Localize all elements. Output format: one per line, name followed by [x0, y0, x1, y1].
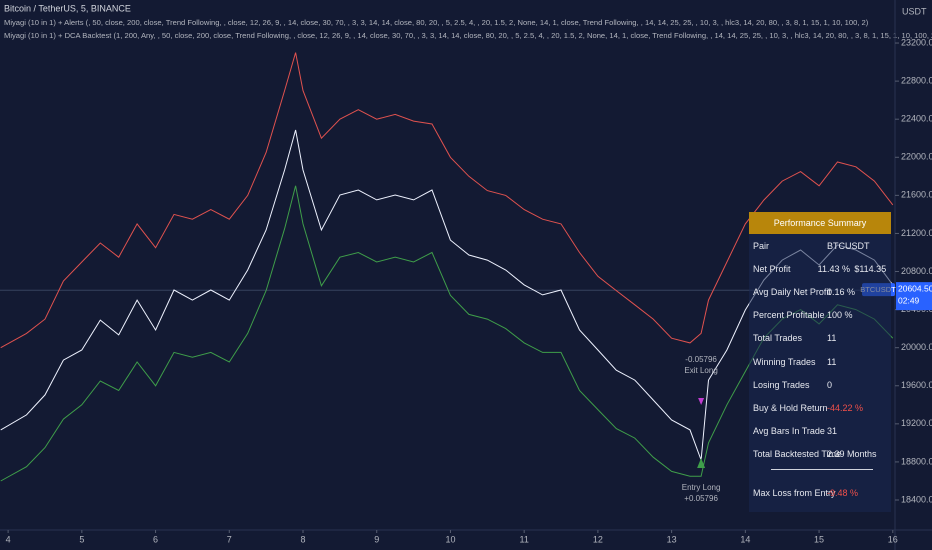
row-value: 0	[827, 379, 833, 390]
y-tick-label: 18400.00	[901, 494, 932, 504]
symbol-title: Bitcoin / TetherUS, 5, BINANCE	[4, 3, 131, 13]
x-tick-label: 16	[888, 534, 898, 544]
table-row: Winning Trades 11	[749, 350, 891, 373]
x-tick-label: 11	[520, 534, 529, 544]
price-tag-label: 20604.50	[898, 283, 932, 293]
table-row: Net Profit 11.43 % $114.35	[749, 257, 891, 280]
x-tick-label: 9	[374, 534, 379, 544]
x-tick-label: 13	[667, 534, 677, 544]
row-label: Total Backtested Time	[753, 449, 842, 460]
y-tick-label: 19600.00	[901, 380, 932, 390]
row-value: 0.16 %	[827, 286, 856, 297]
table-row: Total Backtested Time 2.39 Months	[749, 443, 891, 466]
table-row: Pair BTCUSDT	[749, 234, 891, 257]
annotation: -0.05796	[685, 355, 717, 364]
row-value: -9.48 %	[827, 488, 859, 499]
table-body: Pair BTCUSDT Net Profit 11.43 % $114.35 Avg D…	[749, 234, 891, 466]
series-line	[0, 52, 894, 349]
y-tick-label: 21600.00	[901, 190, 932, 200]
row-value: 2.39 Months	[827, 449, 877, 460]
indicator-label: Miyagi (10 in 1) + Alerts (, 50, close, …	[4, 18, 869, 27]
row-label: Avg Bars In Trade	[753, 426, 825, 437]
row-value: 11.43 %	[817, 263, 850, 274]
annotation: Exit Long	[684, 366, 717, 375]
indicator-label: Miyagi (10 in 1) + DCA Backtest (1, 200,…	[4, 31, 932, 40]
y-tick-label: 21200.00	[901, 228, 932, 238]
x-tick-label: 14	[740, 534, 750, 544]
y-tick-label: 22800.00	[901, 75, 932, 85]
y-tick-label: 23200.00	[901, 37, 932, 47]
row-value: $114.35	[854, 263, 887, 274]
x-tick-label: 4	[6, 534, 11, 544]
series-line	[0, 129, 894, 461]
series-line	[0, 185, 894, 482]
separator	[771, 468, 873, 470]
x-tick-label: 6	[153, 534, 158, 544]
performance-table: Performance Summary Pair BTCUSDT Net Profi…	[749, 212, 891, 512]
table-title: Performance Summary	[749, 212, 891, 234]
table-row: Total Trades 11	[749, 327, 891, 350]
price-tag	[896, 282, 932, 311]
row-value: 11	[827, 356, 837, 367]
x-tick-label: 10	[445, 534, 455, 544]
row-value: -44.22 %	[827, 402, 864, 413]
row-value: 31	[827, 426, 838, 437]
x-tick-label: 5	[79, 534, 84, 544]
y-tick-label: 20000.00	[901, 342, 932, 352]
row-label: Percent Profitable	[753, 310, 825, 321]
row-label: Avg Daily Net Profit	[753, 286, 831, 297]
annotation: Entry Long	[682, 483, 721, 492]
y-tick-label: 19200.00	[901, 418, 932, 428]
y-tick-label: 22400.00	[901, 114, 932, 124]
x-tick-label: 7	[227, 534, 232, 544]
x-tick-label: 12	[593, 534, 603, 544]
row-value: 11	[827, 333, 837, 344]
exit-arrow	[698, 398, 705, 405]
row-value: 100 %	[827, 310, 853, 321]
y-tick-label: 20800.00	[901, 266, 932, 276]
countdown-label: 02:49	[898, 295, 920, 305]
row-label: Net Profit	[753, 263, 791, 274]
row-label: Total Trades	[753, 333, 803, 344]
x-tick-label: 8	[300, 534, 305, 544]
row-label: Losing Trades	[753, 379, 810, 390]
annotation: +0.05796	[684, 494, 718, 503]
row-label: Winning Trades	[753, 356, 816, 367]
table-row: Buy & Hold Return -44.22 %	[749, 396, 891, 419]
row-label: Buy & Hold Return	[753, 402, 828, 413]
table-row: Avg Daily Net Profit 0.16 %	[749, 280, 891, 303]
table-row: Avg Bars In Trade 31	[749, 420, 891, 443]
entry-arrow	[697, 458, 706, 468]
y-tick-label: 22000.00	[901, 152, 932, 162]
y-tick-label: 18800.00	[901, 456, 932, 466]
row-value: BTCUSDT	[827, 240, 870, 251]
row-label: Max Loss from Entry	[753, 488, 836, 499]
table-row: Percent Profitable 100 %	[749, 304, 891, 327]
x-tick-label: 15	[814, 534, 824, 544]
currency-label: USDT	[902, 6, 927, 16]
table-row: Losing Trades 0	[749, 373, 891, 396]
row-label: Pair	[753, 240, 770, 251]
table-row: Max Loss from Entry -9.48 %	[749, 482, 891, 505]
